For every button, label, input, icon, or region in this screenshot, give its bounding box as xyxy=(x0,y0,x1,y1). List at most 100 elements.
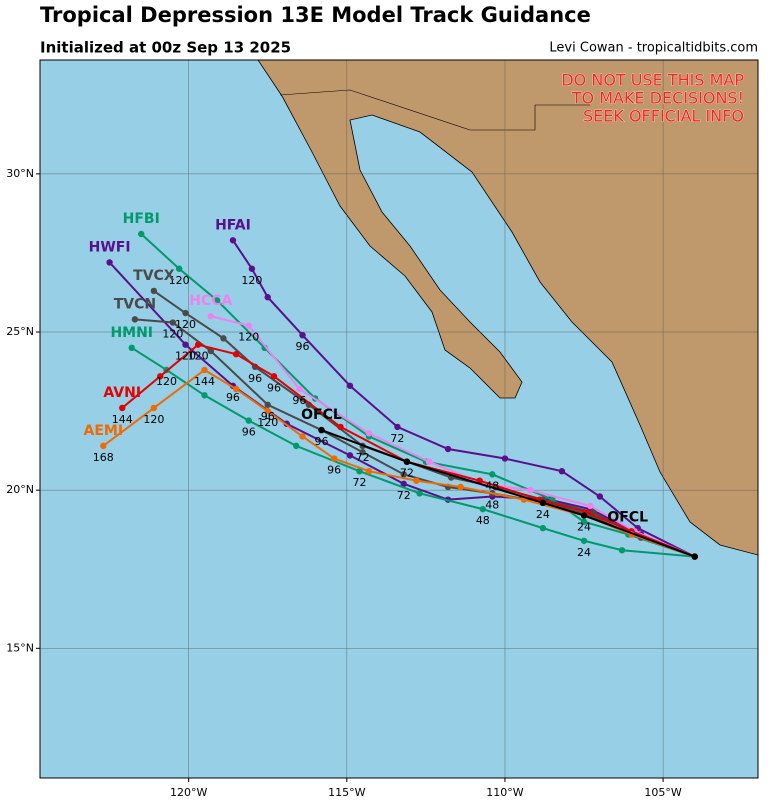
track-point xyxy=(403,458,411,465)
track-point xyxy=(131,316,139,323)
track-point xyxy=(365,430,373,437)
track-point xyxy=(245,322,252,329)
track-point xyxy=(359,449,366,456)
hour-label: 120 xyxy=(257,416,278,429)
track-point xyxy=(182,309,189,317)
border xyxy=(279,89,590,131)
track-point xyxy=(182,341,189,348)
track-point xyxy=(394,423,401,431)
track-point xyxy=(264,401,271,408)
hour-label: 96 xyxy=(261,410,275,423)
warning-text: DO NOT USE THIS MAP xyxy=(561,71,744,90)
model-name: AEMI xyxy=(83,423,123,439)
track-point xyxy=(293,442,300,450)
track-point xyxy=(264,407,271,415)
model-name: TVCX xyxy=(133,268,175,284)
track-point xyxy=(539,499,547,507)
track-point xyxy=(201,392,208,399)
track-point xyxy=(299,331,306,339)
track-point xyxy=(213,297,221,304)
title: Tropical Depression 13E Model Track Guid… xyxy=(40,3,591,27)
track-point xyxy=(138,230,145,238)
track-line xyxy=(140,233,696,558)
model-name: HMNI xyxy=(110,325,153,341)
hour-label: 72 xyxy=(390,432,404,445)
hour-label: 120 xyxy=(238,331,259,344)
track-point xyxy=(232,350,240,358)
track-point xyxy=(119,404,126,412)
track-point xyxy=(346,382,354,389)
hour-label: 144 xyxy=(194,375,215,388)
warning-text: TO MAKE DECISIONS! xyxy=(571,89,744,108)
track-line xyxy=(131,346,695,558)
track-line xyxy=(108,261,696,558)
hour-label: 96 xyxy=(267,381,281,394)
track-point xyxy=(106,259,113,266)
track-point xyxy=(580,512,588,519)
landmass xyxy=(257,60,758,556)
track-point xyxy=(318,426,325,434)
track-line xyxy=(121,343,696,558)
track-point xyxy=(229,237,237,244)
x-tick-label: 115°W xyxy=(328,786,365,799)
hour-label: 96 xyxy=(315,435,329,448)
hour-label: 96 xyxy=(327,464,341,477)
track-point xyxy=(539,524,547,532)
hour-label: 72 xyxy=(352,476,366,489)
track-point xyxy=(270,373,278,380)
track-point xyxy=(232,385,240,393)
track-point xyxy=(416,490,423,497)
hour-label: 96 xyxy=(292,394,306,407)
hour-label: 120 xyxy=(175,350,196,363)
track-point xyxy=(194,341,202,348)
track-point xyxy=(169,319,177,326)
track-point xyxy=(296,385,303,393)
y-tick-label: 30°N xyxy=(6,167,34,180)
frame xyxy=(39,59,759,779)
track-point xyxy=(444,445,452,453)
land xyxy=(257,60,758,556)
track-point xyxy=(207,313,215,320)
hour-label: 24 xyxy=(536,508,550,521)
track-point xyxy=(156,373,164,380)
track-point xyxy=(128,344,135,352)
track-point xyxy=(299,433,306,440)
model-name: HFAI xyxy=(215,217,251,233)
track-point xyxy=(220,335,227,342)
track-point xyxy=(501,455,509,462)
hour-label: 96 xyxy=(242,426,256,439)
hour-label: 96 xyxy=(296,340,310,353)
track-point xyxy=(400,471,407,478)
hour-label: 96 xyxy=(248,372,262,385)
track-point xyxy=(618,547,626,554)
hour-label: 48 xyxy=(476,514,490,527)
track-point xyxy=(691,553,698,560)
y-tick-label: 15°N xyxy=(6,641,34,654)
x-tick-label: 120°W xyxy=(170,786,207,799)
tracks xyxy=(100,230,698,560)
model-name: HFBI xyxy=(123,211,160,227)
hour-label: 120 xyxy=(175,318,196,331)
track-point xyxy=(356,467,363,475)
track-point xyxy=(413,477,420,484)
model-name: AVNI xyxy=(103,385,141,401)
track-point xyxy=(596,493,604,500)
track-point xyxy=(346,452,354,459)
track-point xyxy=(245,417,252,424)
hour-label: 72 xyxy=(400,467,414,480)
model-name: TVCN xyxy=(114,296,156,312)
track-point xyxy=(457,483,464,491)
track-point xyxy=(201,366,208,374)
hour-label: 24 xyxy=(577,546,591,559)
model-name: OFCL xyxy=(301,407,342,423)
hour-label: 96 xyxy=(226,391,240,404)
track-point xyxy=(489,471,496,478)
track-point xyxy=(337,423,344,431)
track-point xyxy=(400,480,407,488)
hour-label: 120 xyxy=(241,274,262,287)
hour-label: 72 xyxy=(397,489,411,502)
model-name: HCCA xyxy=(189,293,232,309)
hour-label: 120 xyxy=(143,413,164,426)
hour-label: 120 xyxy=(169,274,190,287)
